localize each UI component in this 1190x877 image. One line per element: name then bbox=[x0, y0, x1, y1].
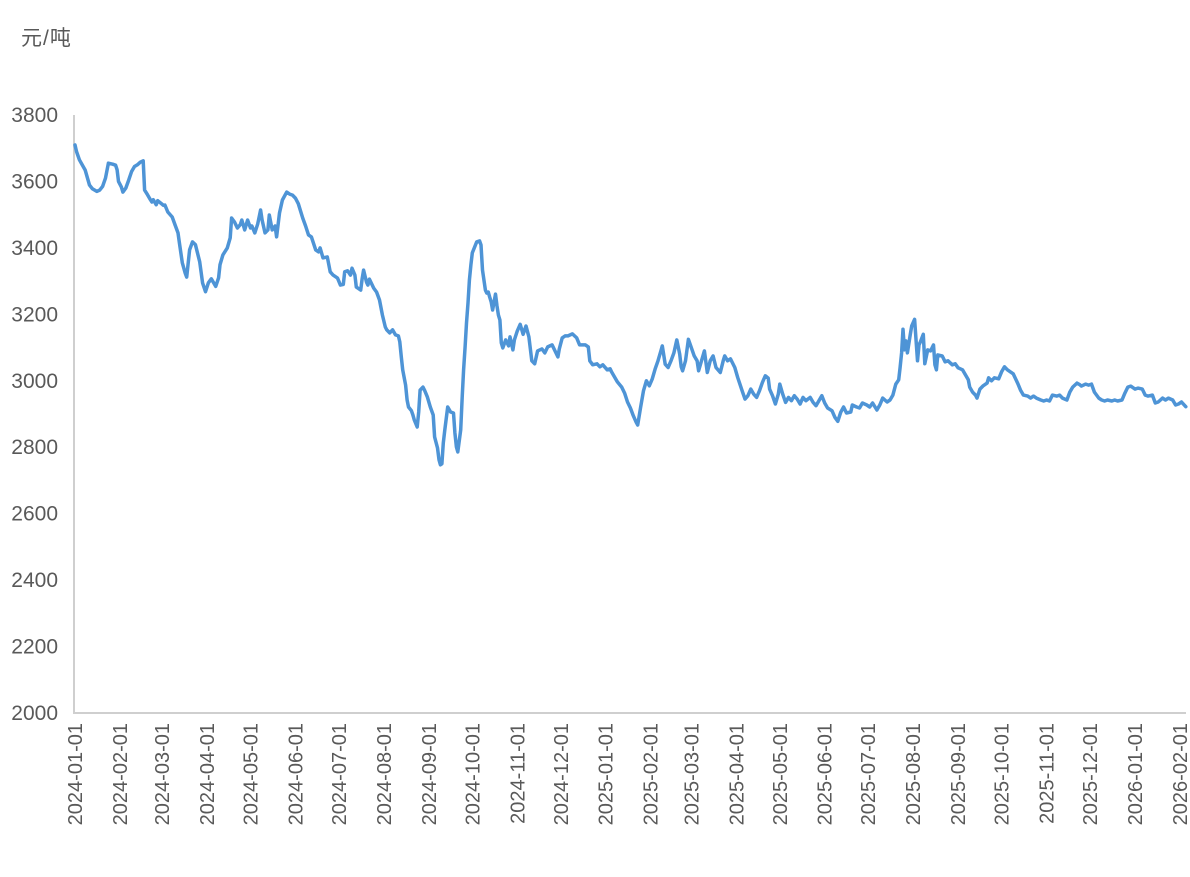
x-axis-tick-label: 2024-05-01 bbox=[241, 723, 263, 825]
x-axis-tick-label: 2025-02-01 bbox=[641, 723, 663, 825]
x-axis-tick-label: 2024-11-01 bbox=[507, 723, 529, 824]
y-axis-tick-label: 3400 bbox=[11, 237, 58, 260]
x-axis-tick-label: 2026-01-01 bbox=[1125, 723, 1147, 825]
x-axis-tick-label: 2025-03-01 bbox=[681, 723, 703, 825]
y-axis-tick-label: 3000 bbox=[11, 370, 58, 393]
y-axis-tick-label: 2400 bbox=[11, 569, 58, 592]
x-axis-tick-label: 2026-02-01 bbox=[1170, 723, 1190, 825]
x-axis-tick-label: 2024-01-01 bbox=[65, 723, 87, 825]
x-axis-tick-label: 2025-07-01 bbox=[858, 723, 880, 825]
y-axis-tick-label: 3800 bbox=[11, 104, 58, 127]
y-axis-unit-label: 元/吨 bbox=[21, 27, 72, 50]
x-axis-tick-label: 2024-12-01 bbox=[551, 723, 573, 825]
x-axis-tick-label: 2025-12-01 bbox=[1080, 723, 1102, 825]
price-series-line bbox=[73, 143, 1188, 467]
x-axis-tick-label: 2025-08-01 bbox=[903, 723, 925, 825]
y-axis-tick-label: 2800 bbox=[11, 436, 58, 459]
x-axis-tick-label: 2025-06-01 bbox=[815, 723, 837, 825]
y-axis-tick-label: 3200 bbox=[11, 303, 58, 326]
x-axis-tick-label: 2024-04-01 bbox=[197, 723, 219, 825]
x-axis-tick-label: 2025-10-01 bbox=[992, 723, 1014, 825]
x-axis-tick-label: 2024-09-01 bbox=[419, 723, 441, 825]
y-axis-tick-label: 2600 bbox=[11, 503, 58, 526]
x-axis-tick-label: 2025-11-01 bbox=[1037, 723, 1059, 824]
x-axis-tick-label: 2025-09-01 bbox=[948, 723, 970, 825]
x-axis-tick-label: 2024-08-01 bbox=[374, 723, 396, 825]
y-axis-tick-label: 2000 bbox=[11, 702, 58, 725]
x-axis-tick-label: 2024-06-01 bbox=[285, 723, 307, 825]
y-axis-tick-label: 3600 bbox=[11, 170, 58, 193]
x-axis-tick-label: 2025-05-01 bbox=[770, 723, 792, 825]
x-axis-tick-label: 2024-10-01 bbox=[462, 723, 484, 825]
x-axis-tick-label: 2024-03-01 bbox=[152, 723, 174, 825]
x-axis-tick-label: 2024-02-01 bbox=[110, 723, 132, 825]
x-axis-tick-label: 2025-04-01 bbox=[726, 723, 748, 825]
y-axis-tick-label: 2200 bbox=[11, 636, 58, 659]
x-axis-tick-label: 2024-07-01 bbox=[329, 723, 351, 825]
x-axis-tick-label: 2025-01-01 bbox=[596, 723, 618, 825]
